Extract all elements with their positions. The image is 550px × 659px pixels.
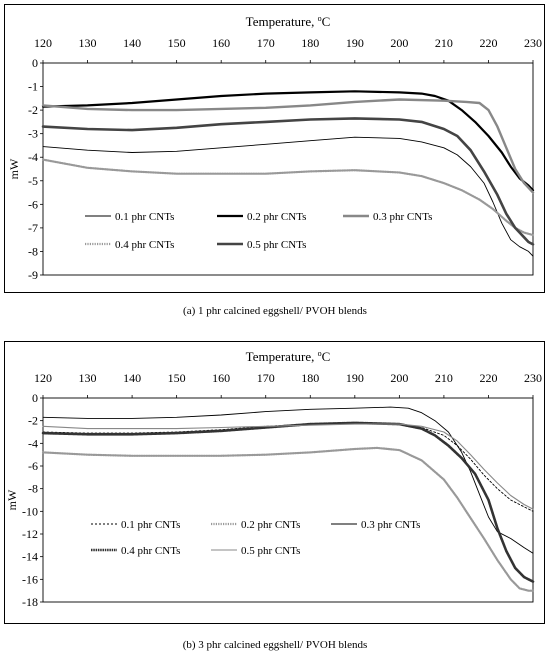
- x-tick-label: 180: [301, 36, 319, 50]
- x-tick-label: 130: [79, 36, 97, 50]
- y-tick-label: -12: [22, 527, 38, 541]
- x-axis-title: Temperature, oC: [246, 349, 331, 364]
- x-tick-label: 170: [257, 371, 275, 385]
- y-tick-label: -18: [22, 595, 38, 609]
- x-tick-label: 190: [346, 36, 364, 50]
- x-tick-label: 120: [34, 371, 52, 385]
- chart-b-svg: Temperature, oC 120 130 140 150 160 170 180 190 2…: [5, 349, 542, 609]
- y-tick-label: -4: [28, 150, 38, 164]
- legend-label: 0.4 phr CNTs: [115, 239, 174, 251]
- legend-label: 0.4 phr CNTs: [121, 545, 180, 557]
- chart-a-caption: (a) 1 phr calcined eggshell/ PVOH blends: [183, 305, 367, 317]
- x-tick-label: 170: [257, 36, 275, 50]
- x-tick-label: 120: [34, 36, 52, 50]
- series-line-4: [41, 158, 535, 237]
- x-axis-title: Temperature, oC: [246, 14, 331, 29]
- x-tick-label: 210: [435, 371, 453, 385]
- x-tick-label: 140: [123, 371, 141, 385]
- series-line-3: [42, 406, 534, 554]
- x-tick-label: 180: [301, 371, 319, 385]
- legend-label: 0.1 phr CNTs: [121, 519, 180, 531]
- y-tick-label: -9: [28, 268, 38, 282]
- y-tick-label: -4: [28, 436, 38, 450]
- x-tick-label: 220: [479, 36, 497, 50]
- x-tick-label: 230: [524, 371, 542, 385]
- legend-label: 0.2 phr CNTs: [241, 519, 300, 531]
- chart-b-caption: (b) 3 phr calcined eggshell/ PVOH blends: [182, 639, 368, 651]
- x-tick-label: 150: [168, 36, 186, 50]
- y-tick-label: -10: [22, 504, 38, 518]
- series-line-2: [41, 446, 535, 592]
- plot-area: [42, 62, 534, 276]
- series-line-1: [42, 422, 534, 512]
- y-tick-label: -6: [28, 197, 38, 211]
- chart-a-svg: Temperature, oC 120 130 140 150 160 170 180 190 2…: [7, 14, 542, 282]
- y-tick-label: -6: [28, 459, 38, 473]
- x-tick-label: 140: [123, 36, 141, 50]
- legend-label: 0.2 phr CNTs: [247, 211, 306, 223]
- y-tick-label: -14: [22, 550, 38, 564]
- x-tick-label: 160: [212, 371, 230, 385]
- y-tick-label: -3: [28, 127, 38, 141]
- y-tick-label: 0: [32, 391, 38, 405]
- x-tick-label: 210: [435, 36, 453, 50]
- legend-label: 0.5 phr CNTs: [241, 545, 300, 557]
- plot-area: [42, 397, 534, 603]
- x-tick-label: 160: [212, 36, 230, 50]
- legend-label: 0.1 phr CNTs: [115, 211, 174, 223]
- x-tick-label: 220: [479, 371, 497, 385]
- legend-label: 0.3 phr CNTs: [373, 211, 432, 223]
- chart-panel-b: Temperature, oC 120 130 140 150 160 170 180 190 2…: [4, 341, 545, 624]
- x-tick-label: 150: [168, 371, 186, 385]
- series-line-5: [41, 117, 535, 246]
- y-axis-title: mW: [5, 489, 19, 510]
- legend-label: 0.5 phr CNTs: [247, 239, 306, 251]
- series-line-5: [42, 423, 534, 510]
- x-tick-label: 200: [390, 371, 408, 385]
- x-tick-label: 130: [79, 371, 97, 385]
- x-tick-label: 200: [390, 36, 408, 50]
- y-tick-label: -2: [28, 414, 38, 428]
- chart-panel-a: Temperature, oC 120 130 140 150 160 170 180 190 2…: [4, 4, 545, 293]
- y-tick-label: -7: [28, 221, 38, 235]
- y-tick-label: -2: [28, 103, 38, 117]
- y-tick-label: -5: [28, 174, 38, 188]
- y-axis-title: mW: [7, 158, 21, 179]
- y-tick-label: -16: [22, 572, 38, 586]
- y-tick-label: -8: [28, 244, 38, 258]
- series-line-1: [42, 136, 534, 257]
- y-tick-label: -1: [28, 80, 38, 94]
- y-tick-label: -8: [28, 482, 38, 496]
- series-line-3: [41, 98, 535, 194]
- legend-label: 0.3 phr CNTs: [361, 519, 420, 531]
- x-tick-label: 190: [346, 371, 364, 385]
- series-line-4: [41, 421, 535, 583]
- y-tick-label: 0: [32, 56, 38, 70]
- series-line-2: [41, 90, 535, 192]
- x-tick-label: 230: [524, 36, 542, 50]
